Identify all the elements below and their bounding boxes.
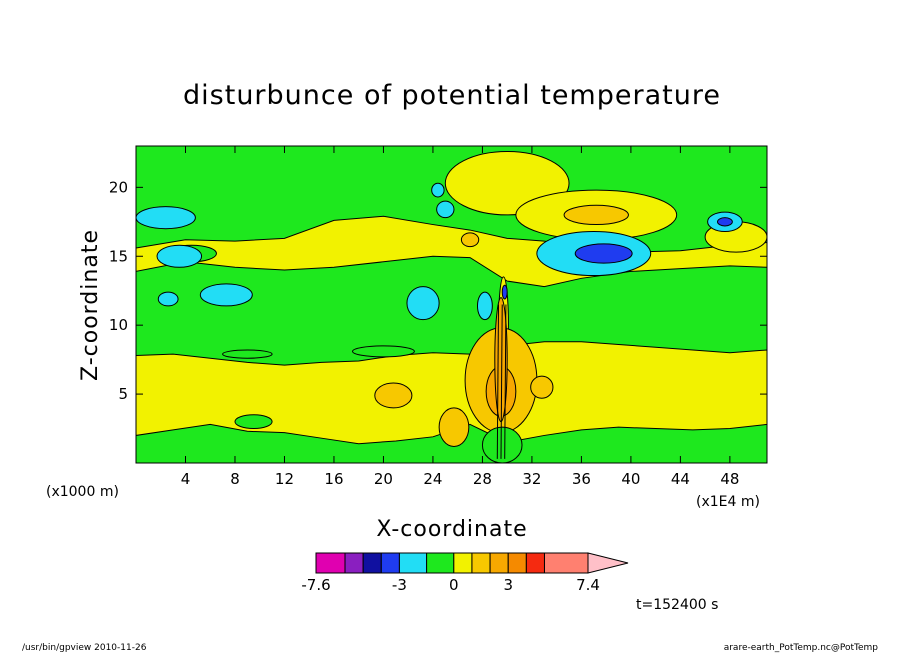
plot-frame [135,145,768,464]
colorbar [315,552,629,574]
colorbar-bin-1 [315,552,346,574]
footer-left: /usr/bin/gpview 2010-11-26 [22,643,147,653]
colorbar-tick-label: -3 [392,576,407,594]
x-tick-label: 12 [275,470,294,488]
footer-right: arare-earth_PotTemp.nc@PotTemp [724,643,879,653]
contour-cell-13 [406,286,440,321]
colorbar-bin-3 [362,552,382,574]
y-tick-label: 20 [109,178,128,196]
time-label: t=152400 s [636,597,718,613]
colorbar-bin-12 [543,552,589,574]
colorbar-bin-2 [344,552,364,574]
contour-cell-25 [530,375,554,399]
x-tick-label: 28 [473,470,492,488]
colorbar-bin-9 [489,552,509,574]
x-unit-left: (x1000 m) [46,484,119,500]
x-tick-label: 44 [671,470,690,488]
contour-cell-26 [501,284,508,300]
x-unit-right: (x1E4 m) [696,494,760,510]
contour-cell-24 [481,426,523,463]
x-tick-label: 24 [423,470,442,488]
x-tick-label: 32 [522,470,541,488]
contour-patch-1 [352,345,415,358]
contour-cell-6 [574,243,633,264]
contour-band-1 [136,341,767,445]
colorbar-tick-labels: -7.6 -3 0 3 7.4 [301,576,600,594]
contour-cell-15 [436,200,455,219]
colorbar-bin-10 [507,552,527,574]
x-tick-label: 40 [621,470,640,488]
contour-cell-14 [431,182,445,198]
contour-cell-3 [563,204,629,226]
colorbar-bin-11 [525,552,545,574]
colorbar-bin-4 [380,552,400,574]
x-tick-label: 16 [324,470,343,488]
y-axis: 5 10 15 20 [109,178,767,403]
y-tick-label: 15 [109,247,128,265]
y-tick-label: 5 [118,385,128,403]
colorbar-bin-6 [426,552,455,574]
contour-cell-9 [136,206,196,230]
colorbar-tick-label: 7.4 [576,576,600,594]
x-tick-label: 36 [572,470,591,488]
colorbar-tick-label: 3 [503,576,513,594]
x-axis-label: X-coordinate [376,517,527,542]
colorbar-tick-label: 0 [449,576,459,594]
contour-cell-22 [374,382,413,409]
contour-cell-10 [156,244,203,268]
contour-cell-12 [157,291,179,307]
contour-patch-2 [222,349,273,359]
x-tick-label: 4 [181,470,191,488]
colorbar-bin-7 [453,552,473,574]
y-tick-label: 10 [109,316,128,334]
y-axis-label: Z-coordinate [78,229,103,381]
plume-contour-2 [500,304,503,459]
colorbar-tick-label: -7.6 [301,576,330,594]
contour-cell-17 [460,232,480,248]
plume-contour-3 [504,304,507,459]
contour-cell-11 [199,283,253,307]
colorbar-extension [587,552,629,574]
contour-cell-16 [476,291,493,321]
x-axis: 4 8 12 16 20 24 28 32 36 40 44 48 [181,146,739,488]
chart-title: disturbunce of potential temperature [183,80,721,111]
colorbar-bin-8 [471,552,491,574]
x-tick-label: 8 [230,470,240,488]
contour-cell-23 [438,407,470,447]
x-tick-label: 48 [720,470,739,488]
x-tick-label: 20 [374,470,393,488]
colorbar-bin-5 [398,552,428,574]
contour-patch-4 [234,414,273,430]
plume-contour-1 [496,304,500,459]
contour-cell-8 [717,217,733,227]
